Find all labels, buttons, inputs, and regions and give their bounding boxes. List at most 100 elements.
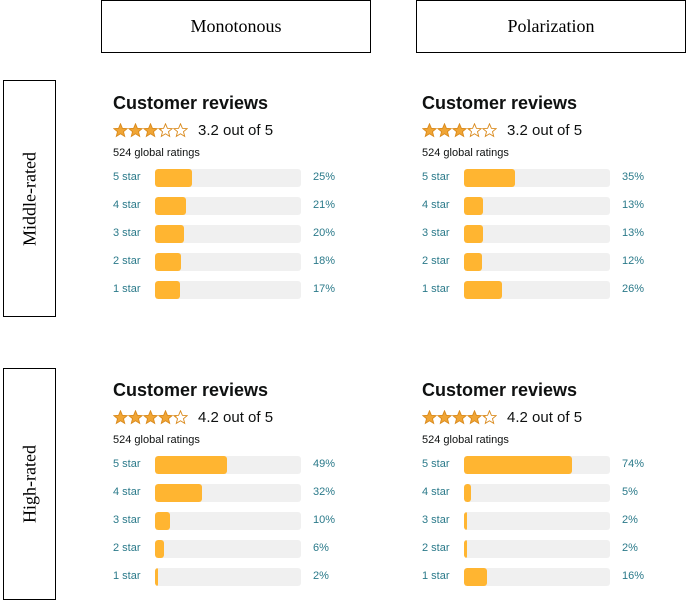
histogram-bar-fill: [155, 540, 164, 558]
star-level-link[interactable]: 2 star: [422, 542, 450, 554]
star-icon: [173, 122, 188, 137]
histogram-bar-track[interactable]: [464, 169, 610, 187]
star-level-link[interactable]: 1 star: [113, 570, 141, 582]
percent-link[interactable]: 2%: [313, 570, 329, 582]
percent-link[interactable]: 20%: [313, 227, 336, 239]
percent-link[interactable]: 74%: [622, 458, 645, 470]
row-header-middle-rated: Middle-rated: [3, 80, 56, 317]
histogram-bar-track[interactable]: [464, 568, 610, 586]
review-panel-monotonous-high: Customer reviews 4.2 out of 5 524 global …: [113, 379, 363, 596]
star-level-link[interactable]: 2 star: [113, 542, 141, 554]
star-level-link[interactable]: 1 star: [422, 283, 450, 295]
histogram-bar-track[interactable]: [464, 540, 610, 558]
histogram-bar-track[interactable]: [155, 225, 301, 243]
star-level-link[interactable]: 3 star: [422, 514, 450, 526]
histogram-row[interactable]: 3 star 20%: [113, 225, 363, 243]
histogram-bar-track[interactable]: [464, 484, 610, 502]
histogram-bar-track[interactable]: [155, 484, 301, 502]
rating-line: 4.2 out of 5: [113, 408, 363, 426]
percent-link[interactable]: 13%: [622, 199, 645, 211]
histogram-row[interactable]: 4 star 5%: [422, 484, 672, 502]
percent-link[interactable]: 2%: [622, 514, 638, 526]
star-level-link[interactable]: 5 star: [422, 171, 450, 183]
histogram-row[interactable]: 5 star 74%: [422, 456, 672, 474]
histogram-bar-track[interactable]: [155, 281, 301, 299]
star-level-link[interactable]: 5 star: [113, 171, 141, 183]
star-icon: [452, 409, 467, 424]
histogram-row[interactable]: 4 star 13%: [422, 197, 672, 215]
histogram-row[interactable]: 1 star 16%: [422, 568, 672, 586]
histogram-bar-fill: [155, 484, 202, 502]
star-level-link[interactable]: 4 star: [422, 486, 450, 498]
histogram-row[interactable]: 3 star 2%: [422, 512, 672, 530]
histogram-row[interactable]: 1 star 26%: [422, 281, 672, 299]
star-level-link[interactable]: 2 star: [113, 255, 141, 267]
histogram-bar-fill: [464, 484, 472, 502]
percent-link[interactable]: 49%: [313, 458, 336, 470]
percent-link[interactable]: 13%: [622, 227, 645, 239]
percent-link[interactable]: 35%: [622, 171, 645, 183]
histogram-bar-track[interactable]: [155, 456, 301, 474]
percent-link[interactable]: 32%: [313, 486, 336, 498]
star-level-link[interactable]: 4 star: [113, 486, 141, 498]
star-level-link[interactable]: 3 star: [113, 514, 141, 526]
star-icon: [113, 122, 128, 137]
histogram-row[interactable]: 2 star 2%: [422, 540, 672, 558]
percent-link[interactable]: 26%: [622, 283, 645, 295]
histogram-bar-track[interactable]: [464, 225, 610, 243]
histogram-bar-track[interactable]: [155, 169, 301, 187]
percent-link[interactable]: 25%: [313, 171, 336, 183]
histogram-row[interactable]: 2 star 18%: [113, 253, 363, 271]
histogram-row[interactable]: 2 star 12%: [422, 253, 672, 271]
row-header-high-rated: High-rated: [3, 368, 56, 600]
histogram-bar-track[interactable]: [464, 512, 610, 530]
histogram-bar-track[interactable]: [155, 568, 301, 586]
star-rating: [113, 409, 188, 425]
histogram-row[interactable]: 1 star 17%: [113, 281, 363, 299]
row-header-label: High-rated: [19, 445, 39, 523]
percent-link[interactable]: 12%: [622, 255, 645, 267]
star-level-link[interactable]: 5 star: [113, 458, 141, 470]
percent-link[interactable]: 17%: [313, 283, 336, 295]
histogram-row[interactable]: 1 star 2%: [113, 568, 363, 586]
histogram-row[interactable]: 5 star 49%: [113, 456, 363, 474]
percent-link[interactable]: 18%: [313, 255, 336, 267]
histogram-bar-track[interactable]: [464, 456, 610, 474]
star-level-link[interactable]: 1 star: [113, 283, 141, 295]
histogram-row[interactable]: 3 star 10%: [113, 512, 363, 530]
star-level-link[interactable]: 2 star: [422, 255, 450, 267]
histogram-bar-fill: [464, 169, 516, 187]
review-panel-polarization-middle: Customer reviews 3.2 out of 5 524 global …: [422, 92, 672, 309]
star-level-link[interactable]: 4 star: [113, 199, 141, 211]
histogram-row[interactable]: 5 star 35%: [422, 169, 672, 187]
histogram-bar-track[interactable]: [155, 253, 301, 271]
histogram-bar-track[interactable]: [464, 197, 610, 215]
percent-link[interactable]: 21%: [313, 199, 336, 211]
star-level-link[interactable]: 3 star: [422, 227, 450, 239]
histogram-bar-fill: [155, 456, 227, 474]
histogram-bar-fill: [155, 568, 158, 586]
histogram-bar-track[interactable]: [155, 540, 301, 558]
star-level-link[interactable]: 4 star: [422, 199, 450, 211]
histogram-bar-track[interactable]: [155, 512, 301, 530]
percent-link[interactable]: 5%: [622, 486, 638, 498]
percent-link[interactable]: 2%: [622, 542, 638, 554]
percent-link[interactable]: 10%: [313, 514, 336, 526]
star-icon: [467, 409, 482, 424]
histogram-bar-fill: [464, 540, 467, 558]
histogram-row[interactable]: 3 star 13%: [422, 225, 672, 243]
global-ratings-count: 524 global ratings: [113, 434, 200, 446]
percent-link[interactable]: 6%: [313, 542, 329, 554]
histogram-row[interactable]: 4 star 21%: [113, 197, 363, 215]
histogram-row[interactable]: 5 star 25%: [113, 169, 363, 187]
percent-link[interactable]: 16%: [622, 570, 645, 582]
rating-text: 3.2 out of 5: [198, 121, 274, 139]
histogram-bar-track[interactable]: [464, 281, 610, 299]
star-level-link[interactable]: 3 star: [113, 227, 141, 239]
histogram-row[interactable]: 2 star 6%: [113, 540, 363, 558]
star-level-link[interactable]: 5 star: [422, 458, 450, 470]
histogram-bar-track[interactable]: [464, 253, 610, 271]
histogram-row[interactable]: 4 star 32%: [113, 484, 363, 502]
star-level-link[interactable]: 1 star: [422, 570, 450, 582]
histogram-bar-track[interactable]: [155, 197, 301, 215]
